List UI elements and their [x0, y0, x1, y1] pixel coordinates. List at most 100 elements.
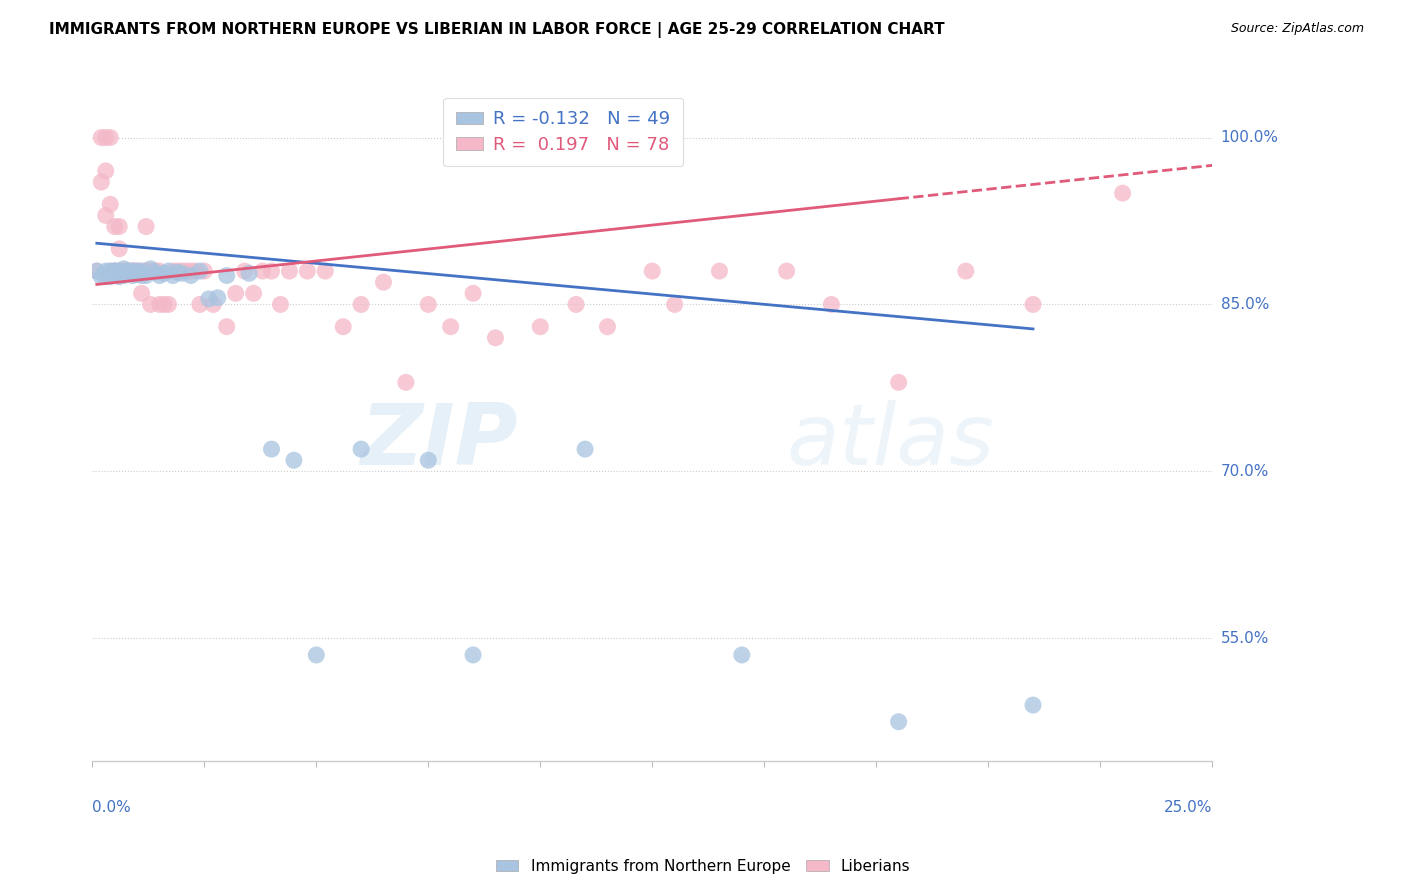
Point — [418, 297, 440, 311]
Point — [104, 264, 127, 278]
Point — [820, 297, 842, 311]
Point — [104, 264, 127, 278]
Point — [641, 264, 664, 278]
Text: 85.0%: 85.0% — [1220, 297, 1268, 312]
Point — [143, 265, 166, 279]
Point — [86, 264, 108, 278]
Point — [170, 264, 193, 278]
Point — [596, 319, 619, 334]
Point — [94, 209, 117, 223]
Point — [98, 264, 121, 278]
Point — [94, 130, 117, 145]
Point — [98, 268, 121, 283]
Point — [127, 264, 149, 278]
Point — [135, 264, 157, 278]
Point — [215, 319, 238, 334]
Point — [461, 648, 484, 662]
Point — [121, 264, 143, 278]
Point — [350, 297, 373, 311]
Point — [1022, 698, 1045, 712]
Point — [131, 268, 153, 283]
Point — [148, 264, 170, 278]
Point — [108, 242, 131, 256]
Point — [112, 264, 135, 278]
Text: Source: ZipAtlas.com: Source: ZipAtlas.com — [1230, 22, 1364, 36]
Point — [418, 453, 440, 467]
Point — [121, 264, 143, 278]
Point — [98, 197, 121, 211]
Text: 25.0%: 25.0% — [1164, 799, 1212, 814]
Point — [148, 268, 170, 283]
Point — [135, 268, 157, 283]
Point — [117, 264, 139, 278]
Point — [188, 264, 211, 278]
Point — [395, 376, 418, 390]
Point — [157, 297, 180, 311]
Point — [297, 264, 319, 278]
Point — [112, 264, 135, 278]
Point — [153, 266, 176, 280]
Point — [104, 264, 127, 278]
Point — [955, 264, 977, 278]
Point — [305, 648, 328, 662]
Point — [117, 264, 139, 278]
Point — [233, 264, 256, 278]
Point — [108, 264, 131, 278]
Text: 55.0%: 55.0% — [1220, 631, 1268, 646]
Point — [184, 264, 207, 278]
Point — [90, 269, 112, 284]
Point — [112, 268, 135, 282]
Point — [139, 264, 162, 278]
Point — [108, 219, 131, 234]
Point — [117, 265, 139, 279]
Point — [565, 297, 588, 311]
Point — [215, 268, 238, 283]
Point — [112, 264, 135, 278]
Point — [98, 264, 121, 278]
Point — [139, 261, 162, 276]
Point — [121, 264, 143, 278]
Point — [176, 264, 198, 278]
Point — [143, 264, 166, 278]
Point — [350, 442, 373, 456]
Point — [90, 130, 112, 145]
Point — [332, 319, 354, 334]
Legend: R = -0.132   N = 49, R =  0.197   N = 78: R = -0.132 N = 49, R = 0.197 N = 78 — [443, 98, 683, 166]
Point — [135, 264, 157, 278]
Point — [94, 164, 117, 178]
Point — [574, 442, 596, 456]
Point — [238, 266, 260, 280]
Text: IMMIGRANTS FROM NORTHERN EUROPE VS LIBERIAN IN LABOR FORCE | AGE 25-29 CORRELATI: IMMIGRANTS FROM NORTHERN EUROPE VS LIBER… — [49, 22, 945, 38]
Point — [887, 376, 910, 390]
Point — [664, 297, 686, 311]
Point — [202, 297, 225, 311]
Point — [166, 265, 188, 279]
Point — [112, 261, 135, 276]
Point — [731, 648, 754, 662]
Point — [373, 275, 395, 289]
Point — [269, 297, 291, 311]
Point — [98, 130, 121, 145]
Point — [90, 175, 112, 189]
Text: ZIP: ZIP — [360, 401, 517, 483]
Text: 0.0%: 0.0% — [93, 799, 131, 814]
Point — [117, 264, 139, 278]
Point — [108, 264, 131, 278]
Point — [127, 264, 149, 278]
Point — [143, 264, 166, 278]
Point — [170, 266, 193, 280]
Text: atlas: atlas — [786, 401, 994, 483]
Point — [225, 286, 247, 301]
Point — [242, 286, 264, 301]
Point — [283, 453, 305, 467]
Point — [484, 331, 506, 345]
Point — [104, 268, 127, 283]
Point — [108, 269, 131, 284]
Point — [153, 297, 176, 311]
Point — [440, 319, 463, 334]
Point — [180, 264, 202, 278]
Point — [127, 264, 149, 278]
Point — [157, 264, 180, 278]
Point — [775, 264, 797, 278]
Point — [207, 291, 229, 305]
